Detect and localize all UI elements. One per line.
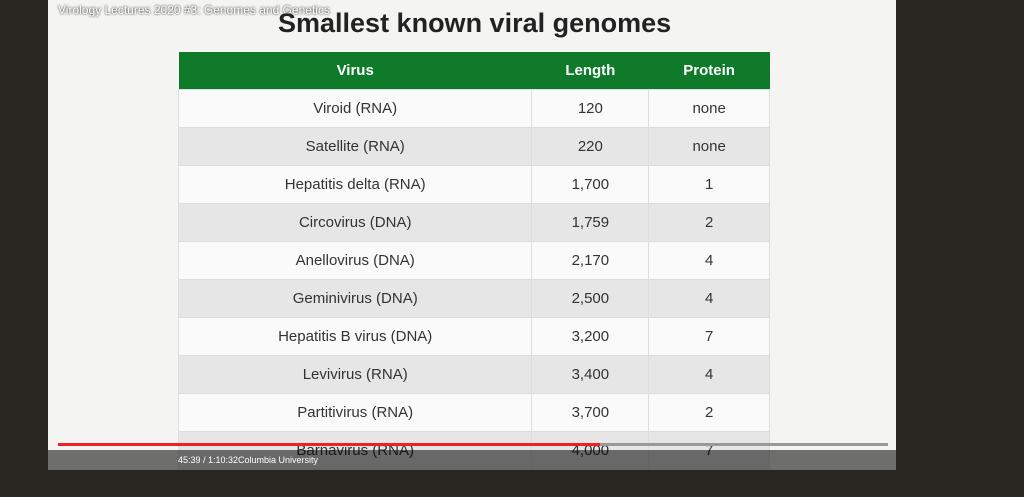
header-row: Virus Length Protein [178,52,770,90]
header-cell: Protein [648,52,770,90]
table-cell: none [648,127,770,166]
table-cell: Levivirus (RNA) [177,355,533,394]
slide-title: Smallest known viral genomes [278,8,672,38]
table-cell: 4 [648,241,770,280]
table-cell: 120 [531,89,650,128]
table-cell: 1 [648,165,770,204]
table-row: Geminivirus (DNA) 2,500 4 [177,279,770,318]
table-row: Circovirus (DNA) 1,759 2 [177,203,770,242]
table-cell: Geminivirus (DNA) [177,279,533,318]
table-row: Levivirus (RNA) 3,400 4 [177,355,770,394]
table-cell: Satellite (RNA) [177,127,533,166]
table-cell: 220 [531,127,650,166]
table-cell: 2,170 [531,241,650,280]
table-cell: Circovirus (DNA) [177,203,533,242]
table-row: Hepatitis B virus (DNA) 3,200 7 [177,317,770,356]
table-row: Viroid (RNA) 120 none [177,89,770,128]
channel-name[interactable]: Columbia University [238,455,319,465]
table-cell: 3,700 [531,393,650,432]
table-row: Partitivirus (RNA) 3,700 2 [177,393,770,432]
table-cell: Viroid (RNA) [177,89,533,128]
table-cell: Hepatitis delta (RNA) [177,165,533,204]
table-cell: 7 [648,317,770,356]
progress-played [58,443,600,446]
table-row: Hepatitis delta (RNA) 1,700 1 [177,165,770,204]
progress-bar[interactable] [58,443,888,446]
header-cell: Virus [178,52,532,90]
genome-table: Virus Length Protein Viroid (RNA) 120 none Sat… [177,52,770,470]
table-cell: 1,759 [531,203,650,242]
table-cell: 3,200 [531,317,650,356]
table-cell: none [648,89,770,128]
header-cell: Length [531,52,649,90]
table-cell: 4 [648,279,770,318]
table-row: Anellovirus (DNA) 2,170 4 [177,241,770,280]
table-cell: Hepatitis B virus (DNA) [177,317,533,356]
table-cell: Partitivirus (RNA) [177,393,533,432]
video-title[interactable]: Virology Lectures 2020 #3: Genomes and G… [58,3,330,17]
table-cell: 2,500 [531,279,650,318]
time-display: 45:39 / 1:10:32 [178,455,239,465]
table-row: Satellite (RNA) 220 none [177,127,770,166]
table-cell: 3,400 [531,355,650,394]
table-cell: 2 [648,203,770,242]
player-controls: 45:39 / 1:10:32 Columbia University [48,450,896,470]
table-cell: Anellovirus (DNA) [177,241,533,280]
video-screen: Virology Lectures 2020 #3: Genomes and G… [48,0,896,470]
table-cell: 4 [648,355,770,394]
table-cell: 1,700 [531,165,650,204]
table-cell: 2 [648,393,770,432]
